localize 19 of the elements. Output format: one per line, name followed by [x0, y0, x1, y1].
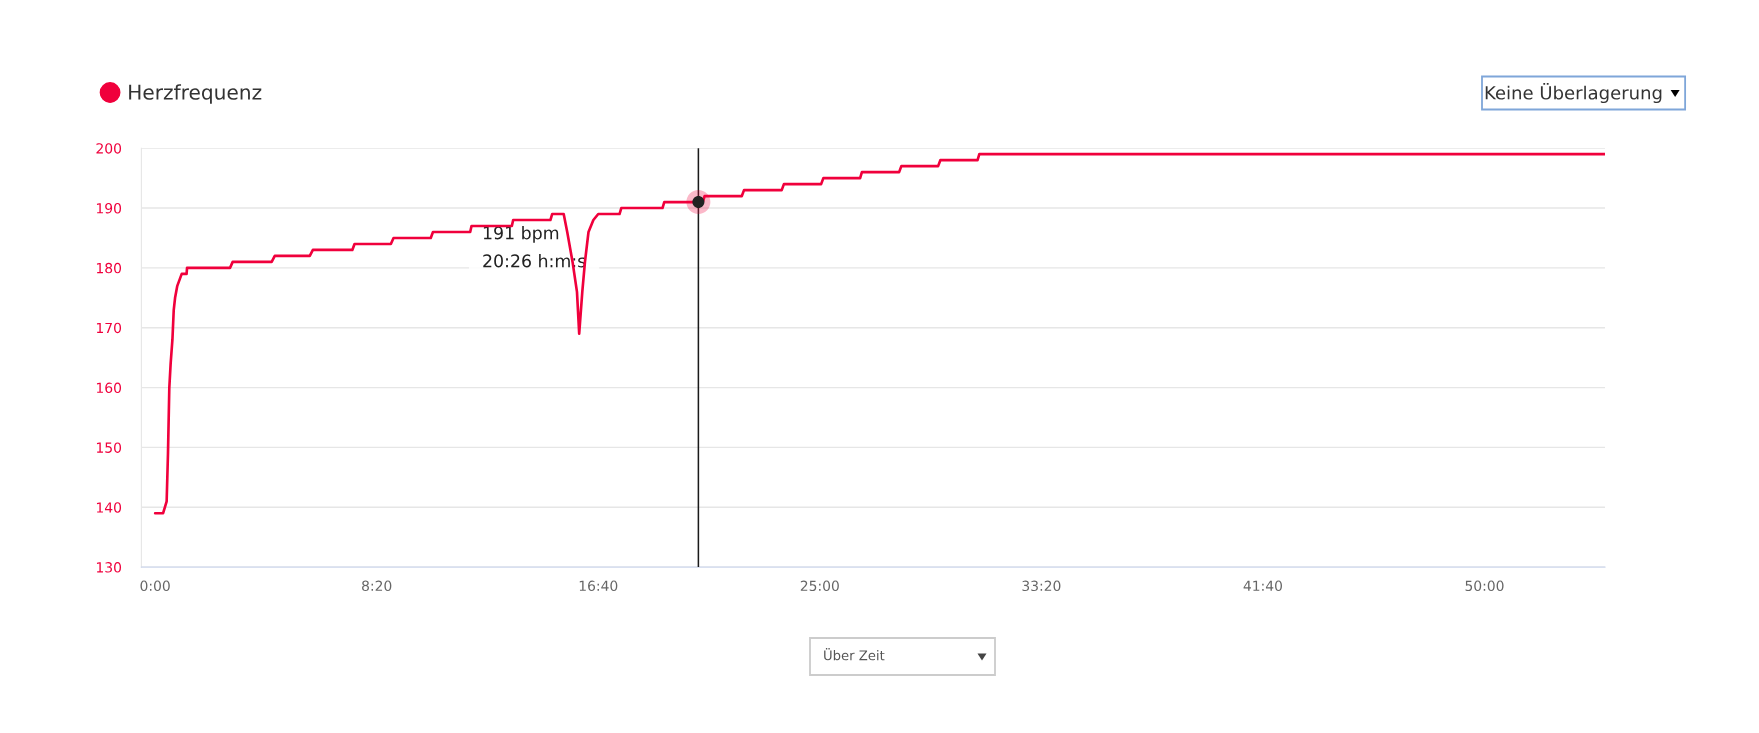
x-tick-label: 0:00 — [140, 580, 170, 592]
y-tick-label: 130 — [96, 562, 122, 573]
text: Keine Überlagerung — [1485, 82, 1662, 104]
y-tick-label: 160 — [96, 382, 122, 394]
x-tick-label: 16:40 — [579, 580, 618, 592]
x-tick-label: 41:40 — [1243, 580, 1283, 592]
x-tick-label: 50:00 — [1465, 580, 1504, 592]
y-tick-label: 150 — [96, 442, 122, 453]
y-tick-label: 140 — [96, 502, 122, 513]
x-tick-label: 8:20 — [362, 580, 392, 592]
y-tick-label: 200 — [96, 143, 122, 154]
legend-label: Herzfrequenz — [129, 84, 262, 104]
y-tick-label: 190 — [96, 203, 122, 214]
line-series — [153, 152, 1605, 515]
x-tick-label: 25:00 — [800, 580, 839, 592]
x-tick-label: 33:20 — [1022, 580, 1061, 592]
y-tick-label: 180 — [96, 262, 122, 274]
y-tick-label: 170 — [96, 322, 122, 334]
text: Über Zeit — [824, 648, 885, 661]
